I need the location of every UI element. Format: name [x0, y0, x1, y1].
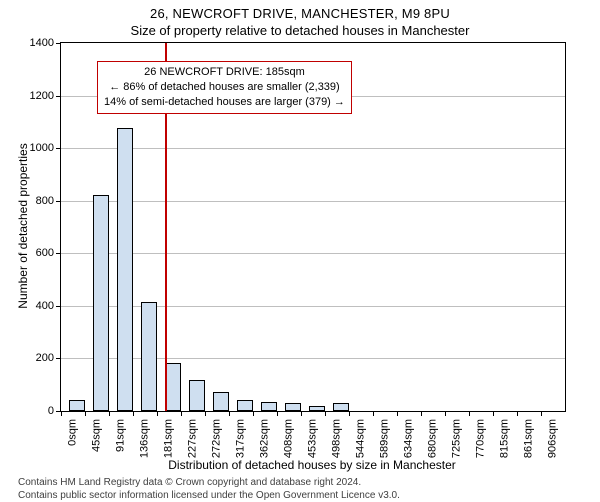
x-tick — [133, 411, 134, 416]
histogram-bar — [309, 406, 325, 411]
annotation-line: ← 86% of detached houses are smaller (2,… — [104, 80, 345, 95]
x-tick — [277, 411, 278, 416]
plot-area: 02004006008001000120014000sqm45sqm91sqm1… — [60, 42, 566, 412]
histogram-bar — [261, 402, 277, 411]
x-tick-label: 408sqm — [283, 419, 295, 458]
y-tick-label: 400 — [36, 300, 61, 312]
x-tick — [301, 411, 302, 416]
x-axis-title: Distribution of detached houses by size … — [168, 458, 456, 472]
x-tick-label: 136sqm — [139, 419, 151, 458]
x-tick-label: 770sqm — [475, 419, 487, 458]
x-tick — [349, 411, 350, 416]
title-line-1: 26, NEWCROFT DRIVE, MANCHESTER, M9 8PU — [0, 6, 600, 21]
gridline — [61, 358, 565, 359]
x-tick-label: 0sqm — [67, 419, 79, 446]
y-tick-label: 1000 — [30, 142, 61, 154]
histogram-bar — [69, 400, 85, 411]
x-tick — [157, 411, 158, 416]
x-tick-label: 906sqm — [547, 419, 559, 458]
title-line-2: Size of property relative to detached ho… — [0, 23, 600, 38]
x-tick-label: 453sqm — [307, 419, 319, 458]
annotation-line: 14% of semi-detached houses are larger (… — [104, 95, 345, 110]
x-tick — [229, 411, 230, 416]
x-tick — [493, 411, 494, 416]
y-tick-label: 1200 — [30, 90, 61, 102]
x-tick — [445, 411, 446, 416]
x-tick-label: 589sqm — [379, 419, 391, 458]
x-tick — [205, 411, 206, 416]
y-tick-label: 1400 — [30, 37, 61, 49]
x-tick — [373, 411, 374, 416]
x-tick-label: 634sqm — [403, 419, 415, 458]
x-tick — [541, 411, 542, 416]
histogram-bar — [333, 403, 349, 411]
histogram-bar — [237, 400, 253, 411]
y-axis-title: Number of detached properties — [16, 143, 30, 308]
footer-line-1: Contains HM Land Registry data © Crown c… — [18, 476, 600, 489]
x-tick-label: 227sqm — [187, 419, 199, 458]
histogram-bar — [93, 195, 109, 411]
histogram-bar — [165, 363, 181, 411]
x-tick — [253, 411, 254, 416]
x-tick-label: 272sqm — [211, 419, 223, 458]
histogram-bar — [117, 128, 133, 411]
chart-page: 26, NEWCROFT DRIVE, MANCHESTER, M9 8PU S… — [0, 0, 600, 500]
annotation-box: 26 NEWCROFT DRIVE: 185sqm← 86% of detach… — [97, 61, 352, 114]
x-tick-label: 544sqm — [355, 419, 367, 458]
y-tick-label: 800 — [36, 195, 61, 207]
x-tick — [181, 411, 182, 416]
x-tick — [397, 411, 398, 416]
annotation-line: 26 NEWCROFT DRIVE: 185sqm — [104, 65, 345, 80]
gridline — [61, 306, 565, 307]
x-tick-label: 725sqm — [451, 419, 463, 458]
x-tick — [325, 411, 326, 416]
x-tick — [109, 411, 110, 416]
histogram-bar — [141, 302, 157, 411]
x-tick-label: 362sqm — [259, 419, 271, 458]
x-tick — [85, 411, 86, 416]
x-tick-label: 45sqm — [91, 419, 103, 452]
x-tick — [61, 411, 62, 416]
x-tick-label: 498sqm — [331, 419, 343, 458]
y-tick-label: 600 — [36, 247, 61, 259]
y-tick-label: 200 — [36, 352, 61, 364]
title-block: 26, NEWCROFT DRIVE, MANCHESTER, M9 8PU S… — [0, 0, 600, 38]
histogram-bar — [285, 403, 301, 411]
histogram-bar — [213, 392, 229, 411]
gridline — [61, 148, 565, 149]
x-tick-label: 91sqm — [115, 419, 127, 452]
x-tick — [517, 411, 518, 416]
y-tick-label: 0 — [48, 405, 61, 417]
x-tick-label: 317sqm — [235, 419, 247, 458]
x-tick — [469, 411, 470, 416]
gridline — [61, 201, 565, 202]
x-tick-label: 861sqm — [523, 419, 535, 458]
gridline — [61, 253, 565, 254]
footer-line-2: Contains public sector information licen… — [18, 489, 600, 502]
x-tick-label: 181sqm — [163, 419, 175, 458]
x-tick-label: 680sqm — [427, 419, 439, 458]
x-tick — [421, 411, 422, 416]
footer-attribution: Contains HM Land Registry data © Crown c… — [0, 476, 600, 502]
histogram-bar — [189, 380, 205, 411]
x-tick-label: 815sqm — [499, 419, 511, 458]
